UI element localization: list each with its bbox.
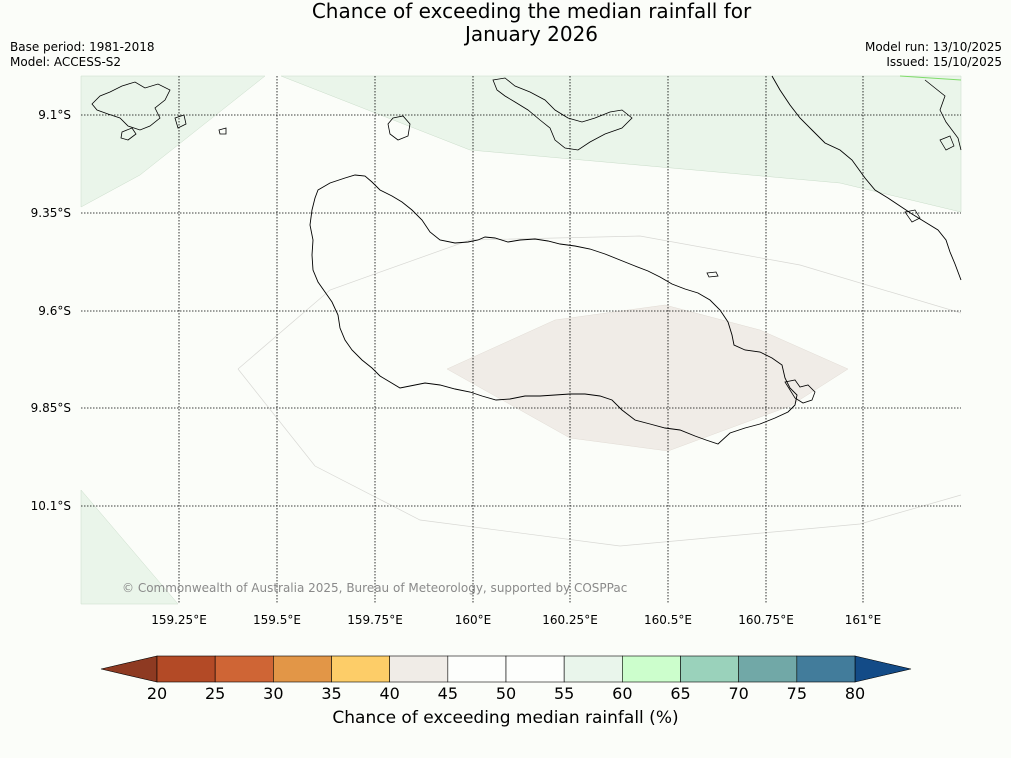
malaita-coastline	[771, 75, 962, 281]
colorbar-under-arrow	[100, 655, 158, 683]
colorbar-tick-label: 35	[321, 684, 341, 703]
islet-nw-c	[218, 127, 227, 135]
colorbar-tick-label: 55	[554, 684, 574, 703]
colorbar-tick-label: 65	[670, 684, 690, 703]
colorbar-tick-label: 70	[728, 684, 748, 703]
green-zone-northeast	[280, 75, 962, 213]
colorbar-segment	[156, 655, 216, 683]
colorbar-tick-label: 80	[845, 684, 865, 703]
islet-nw-b	[174, 114, 187, 129]
contour-line-south	[237, 368, 962, 547]
green-line	[899, 75, 962, 81]
beige-zone	[446, 304, 849, 452]
model-name: Model: ACCESS-S2	[10, 55, 122, 69]
latitude-labels: 9.1°S 9.35°S 9.6°S 9.85°S 10.1°S	[31, 108, 71, 513]
malaita-north	[924, 79, 962, 151]
title-line-1: Chance of exceeding the median rainfall …	[311, 0, 752, 23]
title-line-2: January 2026	[464, 22, 599, 46]
model-run: Model run: 13/10/2025	[864, 40, 1002, 54]
colorbar-segment	[447, 655, 507, 683]
colorbar-tick-label: 40	[379, 684, 399, 703]
lon-tick-label: 159.75°E	[347, 613, 403, 627]
colorbar-tick-label: 20	[147, 684, 167, 703]
colorbar-segment	[622, 655, 681, 683]
colorbar-over-arrow	[854, 655, 912, 683]
lon-tick-label: 160.25°E	[542, 613, 598, 627]
colorbar-segment	[331, 655, 390, 683]
colorbar-segment	[389, 655, 449, 683]
lon-tick-label: 160°E	[455, 613, 492, 627]
lon-tick-label: 161°E	[845, 613, 882, 627]
islet-nw-a	[120, 127, 137, 141]
issued-date: Issued: 15/10/2025	[886, 55, 1002, 69]
lat-tick-label: 9.6°S	[38, 304, 71, 318]
islet-small	[706, 271, 719, 278]
meta-left: Base period: 1981-2018 Model: ACCESS-S2	[10, 40, 155, 70]
lon-tick-label: 160.5°E	[644, 613, 692, 627]
colorbar-segment	[273, 655, 332, 683]
map-panel: © Commonwealth of Australia 2025, Bureau…	[80, 75, 962, 605]
lat-tick-label: 9.85°S	[31, 401, 71, 415]
colorbar-tick-label: 45	[438, 684, 458, 703]
lat-tick-label: 9.35°S	[31, 206, 71, 220]
colorbar-tick-label: 50	[496, 684, 516, 703]
colorbar-tick-label: 25	[205, 684, 225, 703]
colorbar: 20 25 30 35 40 45 50 55 60 65 70 75 80	[100, 655, 912, 703]
graticule	[81, 76, 961, 604]
longitude-labels: 159.25°E 159.5°E 159.75°E 160°E 160.25°E 160.…	[151, 613, 881, 627]
contour-line-north	[237, 235, 962, 370]
islet-east	[784, 379, 816, 404]
colorbar-tick-label: 30	[263, 684, 283, 703]
russell-islands	[91, 81, 171, 131]
lon-tick-label: 159.25°E	[151, 613, 207, 627]
colorbar-segment	[680, 655, 739, 683]
meta-right: Model run: 13/10/2025 Issued: 15/10/2025	[865, 40, 1002, 70]
savo-island	[387, 115, 411, 141]
colorbar-segment	[796, 655, 856, 683]
colorbar-segment	[563, 655, 623, 683]
green-zone-northwest	[80, 75, 266, 208]
lon-tick-label: 160.75°E	[738, 613, 794, 627]
colorbar-segment	[738, 655, 798, 683]
colorbar-tick-label: 75	[787, 684, 807, 703]
lon-tick-label: 159.5°E	[253, 613, 301, 627]
colorbar-tick-label: 60	[612, 684, 632, 703]
colorbar-segment	[214, 655, 274, 683]
nggela-islands	[492, 77, 633, 151]
colorbar-segment	[505, 655, 565, 683]
chart-title: Chance of exceeding the median rainfall …	[0, 0, 1011, 46]
colorbar-label: Chance of exceeding median rainfall (%)	[332, 708, 679, 728]
copyright-notice: © Commonwealth of Australia 2025, Bureau…	[122, 581, 627, 595]
lat-tick-label: 9.1°S	[38, 108, 71, 122]
lat-tick-label: 10.1°S	[31, 499, 71, 513]
base-period: Base period: 1981-2018	[10, 40, 155, 54]
green-zone-southwest	[80, 489, 179, 605]
malaita-islets	[904, 135, 955, 223]
